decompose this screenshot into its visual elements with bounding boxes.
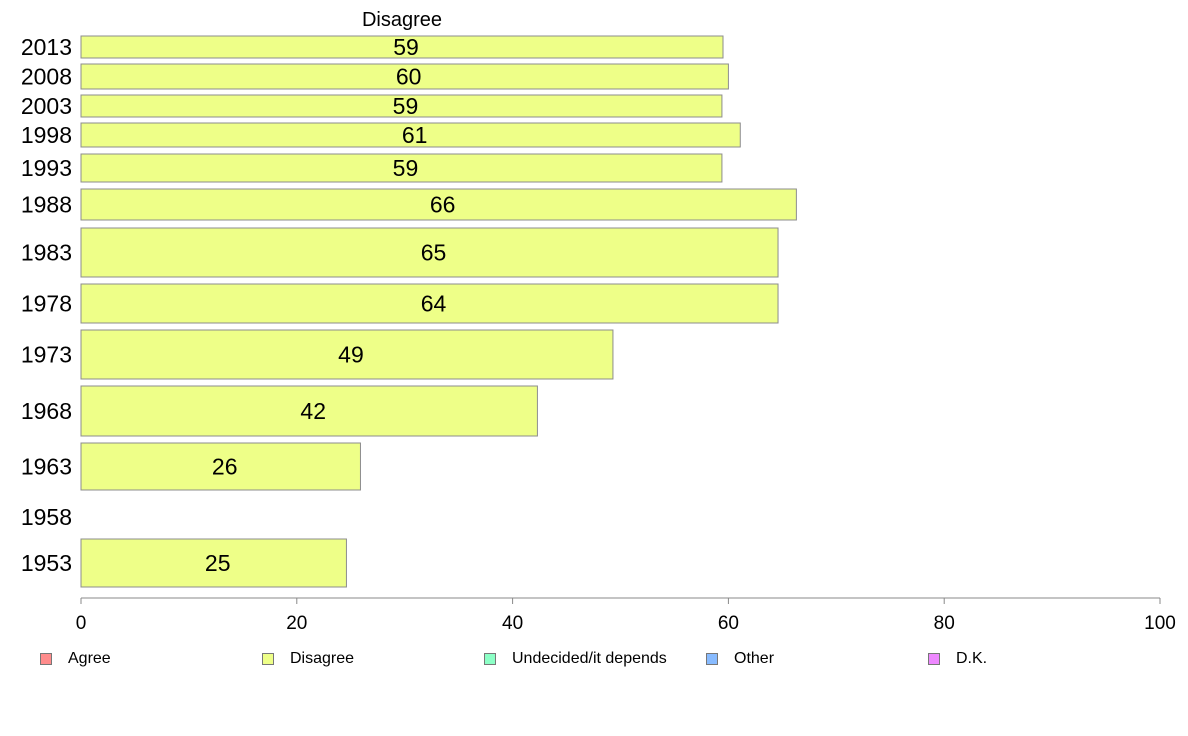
legend-item: Undecided/it depends xyxy=(484,650,667,668)
y-tick-label: 1983 xyxy=(21,240,72,266)
y-tick-label: 1973 xyxy=(21,342,72,368)
legend-item: Agree xyxy=(40,650,111,668)
bar-1978 xyxy=(80,283,779,324)
bar-1968 xyxy=(80,385,538,437)
bar-value-label: 59 xyxy=(393,34,419,60)
bar-1998 xyxy=(80,122,741,148)
legend-label: Other xyxy=(734,650,775,667)
bar-2013 xyxy=(80,35,724,59)
bar-2003 xyxy=(80,94,723,118)
bar-1993 xyxy=(80,153,723,183)
y-tick-label: 1993 xyxy=(21,155,72,181)
bar-1953 xyxy=(80,538,347,588)
legend: Agree Disagree Undecided/it depends Other D.… xyxy=(0,650,1188,674)
chart-title: Disagree xyxy=(362,9,442,31)
bar-1988 xyxy=(80,188,797,221)
legend-item: Other xyxy=(706,650,774,668)
bar-value-label: 59 xyxy=(393,155,419,181)
bar-value-label: 49 xyxy=(338,342,364,368)
bar-value-label: 65 xyxy=(421,240,447,266)
bar-value-label: 25 xyxy=(205,550,231,576)
legend-item: D.K. xyxy=(928,650,987,668)
legend-label: Agree xyxy=(68,650,111,667)
bar-value-label: 66 xyxy=(430,192,456,218)
y-tick-label: 1998 xyxy=(21,122,72,148)
legend-swatch xyxy=(706,653,718,665)
legend-swatch xyxy=(40,653,52,665)
y-tick-label: 2003 xyxy=(21,93,72,119)
bar-chart: Disagree 2013 59 2008 60 2003 59 1998 61 1993 59 1… xyxy=(21,9,1176,634)
legend-swatch xyxy=(928,653,940,665)
bar-value-label: 60 xyxy=(396,64,422,90)
legend-swatch xyxy=(262,653,274,665)
x-axis: 0 20 40 60 80 100 xyxy=(76,597,1176,634)
y-tick-label: 1968 xyxy=(21,398,72,424)
legend-label: Disagree xyxy=(290,650,355,667)
bars-group: 2013 59 2008 60 2003 59 1998 61 1993 59 1988 66 1983… xyxy=(21,34,797,588)
bar-1973 xyxy=(80,329,614,380)
bar-value-label: 61 xyxy=(402,122,428,148)
x-tick-label: 100 xyxy=(1144,613,1176,634)
bar-value-label: 59 xyxy=(393,93,419,119)
x-tick-label: 40 xyxy=(502,613,523,634)
bar-1983 xyxy=(80,227,779,278)
legend-item: Disagree xyxy=(262,650,354,668)
bar-2008 xyxy=(80,63,729,90)
y-tick-label: 1958 xyxy=(21,504,72,530)
legend-label: D.K. xyxy=(956,650,988,667)
bar-value-label: 64 xyxy=(421,291,447,317)
x-tick-label: 20 xyxy=(286,613,307,634)
x-tick-label: 0 xyxy=(76,613,87,634)
bar-1963 xyxy=(80,442,361,491)
y-tick-label: 1953 xyxy=(21,550,72,576)
y-tick-label: 1963 xyxy=(21,454,72,480)
bar-value-label: 26 xyxy=(212,454,238,480)
y-tick-label: 2013 xyxy=(21,34,72,60)
y-tick-label: 1988 xyxy=(21,192,72,218)
y-tick-label: 1978 xyxy=(21,291,72,317)
legend-label: Undecided/it depends xyxy=(512,650,667,667)
legend-swatch xyxy=(484,653,496,665)
x-tick-label: 60 xyxy=(718,613,739,634)
bar-value-label: 42 xyxy=(300,398,326,424)
x-tick-label: 80 xyxy=(934,613,955,634)
y-tick-label: 2008 xyxy=(21,64,72,90)
